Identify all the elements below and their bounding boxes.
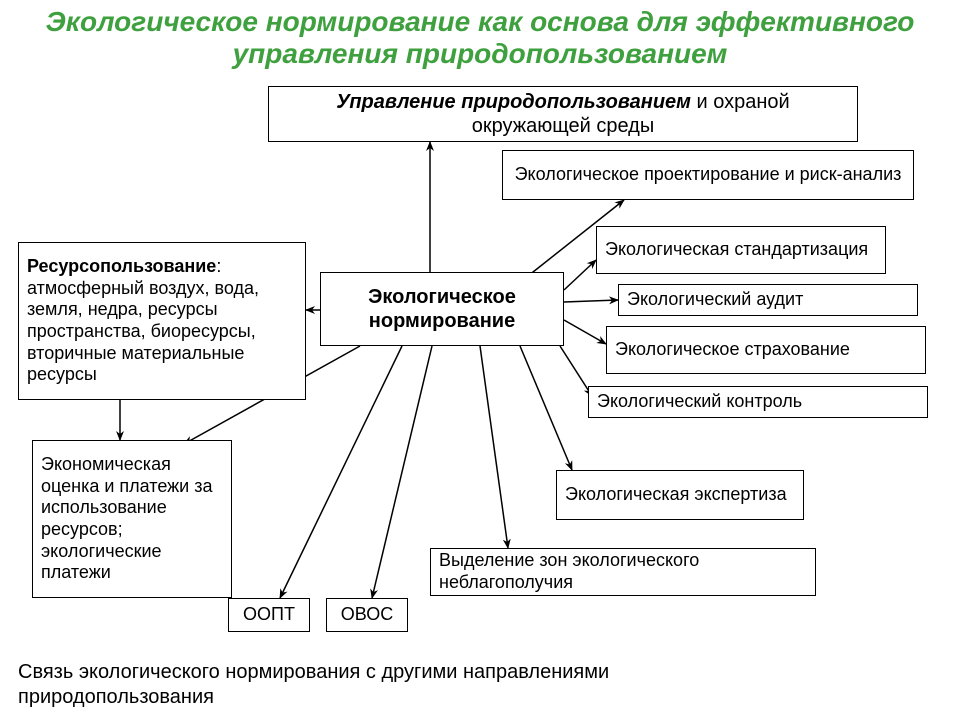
edge-core-zones <box>480 346 508 548</box>
node-control: Экологический контроль <box>588 386 928 418</box>
slide-title: Экологическое нормирование как основа дл… <box>20 6 940 70</box>
diagram-canvas: { "title": { "text": "Экологическое норм… <box>0 0 960 720</box>
node-core: Экологическое нормирование <box>320 272 564 346</box>
node-expert: Экологическая экспертиза <box>556 470 804 520</box>
node-resources: Ресурсопользование: атмосферный воздух, … <box>18 242 306 400</box>
edge-core-std <box>564 260 596 290</box>
edge-core-audit <box>564 300 618 302</box>
edge-core-insur <box>564 320 606 344</box>
node-ovos: ОВОС <box>326 598 408 632</box>
edge-core-expert <box>520 346 572 470</box>
slide-caption: Связь экологического нормирования с друг… <box>18 660 718 710</box>
node-oopt: ООПТ <box>228 598 310 632</box>
node-insur: Экологическое страхование <box>606 326 926 374</box>
node-mgmt: Управление природопользованием и охраной… <box>268 86 858 142</box>
node-audit: Экологический аудит <box>618 284 918 316</box>
node-zones: Выделение зон экологического неблагополу… <box>430 548 816 596</box>
node-econ: Экономическая оценка и платежи за исполь… <box>32 440 232 598</box>
node-std: Экологическая стандартизация <box>596 226 886 274</box>
node-design: Экологическое проектирование и риск-анал… <box>502 150 914 200</box>
edge-core-ovos <box>372 346 432 598</box>
